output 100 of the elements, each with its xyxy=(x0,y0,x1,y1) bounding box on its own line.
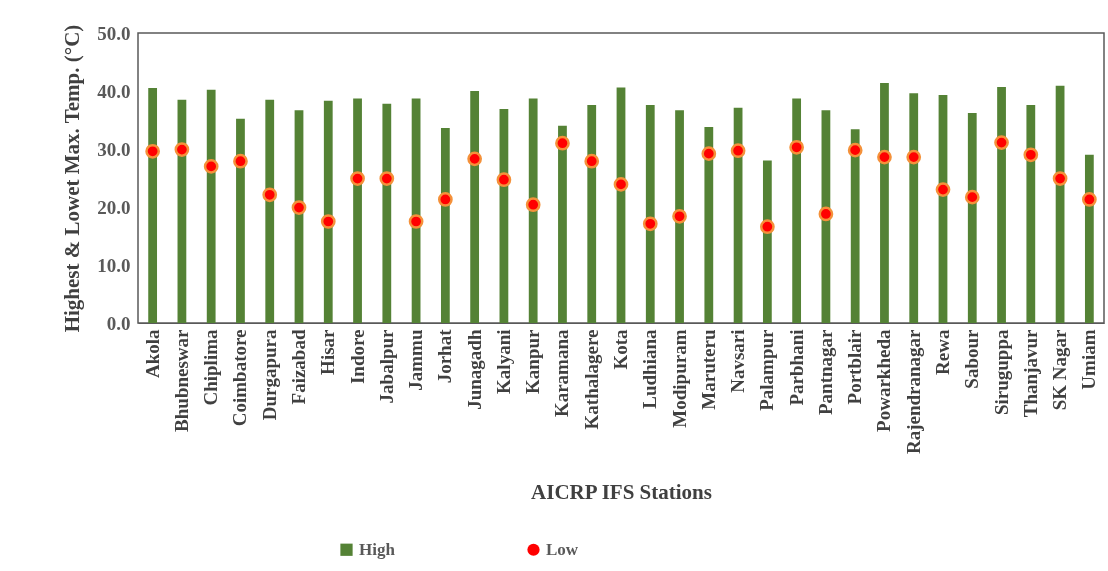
x-tick-label: Faizabad xyxy=(288,329,309,405)
x-tick-label: Powarkheda xyxy=(873,329,895,432)
x-tick-label: SK Nagar xyxy=(1049,328,1071,411)
point xyxy=(877,149,892,165)
x-tick-label: Chiplima xyxy=(200,329,222,406)
bar xyxy=(997,86,1006,323)
point xyxy=(1023,147,1039,163)
point xyxy=(1081,192,1097,207)
point xyxy=(467,151,483,167)
x-tick-label: Palampur xyxy=(756,328,778,411)
x-tick-label: Rajendranagar xyxy=(902,328,924,455)
bar xyxy=(704,126,714,323)
point xyxy=(701,146,717,161)
bar xyxy=(382,103,392,323)
x-tick-label: Umiam xyxy=(1078,329,1100,390)
point xyxy=(789,139,805,155)
x-tick-label: Sabour xyxy=(961,328,983,389)
bar xyxy=(148,88,158,323)
x-tick-label: Jammu xyxy=(405,329,427,391)
y-axis-title: Highest & Lowet Max. Temp. (°C) xyxy=(60,24,85,333)
bar xyxy=(587,104,597,323)
point xyxy=(935,182,951,197)
point xyxy=(730,143,746,159)
x-tick-label: Jorhat xyxy=(434,328,456,384)
point xyxy=(672,208,687,224)
point xyxy=(262,187,278,203)
bar xyxy=(762,160,772,323)
point xyxy=(555,135,570,151)
bar xyxy=(528,98,538,323)
bar xyxy=(880,82,889,323)
point xyxy=(584,153,600,169)
point xyxy=(964,189,980,205)
y-tick-label: 50.0 xyxy=(97,22,131,44)
x-tick-label: Navsari xyxy=(727,329,749,393)
x-tick-label: Siruguppa xyxy=(990,329,1012,416)
bar xyxy=(792,98,802,323)
bar xyxy=(1026,104,1036,323)
point xyxy=(525,197,541,213)
point xyxy=(379,171,395,186)
point xyxy=(350,171,365,186)
bar xyxy=(558,125,567,323)
point xyxy=(145,143,161,159)
bar xyxy=(645,104,655,323)
y-tick-label: 10.0 xyxy=(97,254,131,276)
x-tick-label: Karamana xyxy=(551,329,573,418)
x-tick-label: Thanjavur xyxy=(1019,328,1041,418)
point xyxy=(906,149,922,165)
bar xyxy=(206,89,216,323)
x-tick-label: Portblair xyxy=(844,328,866,405)
x-tick-label: Durgapura xyxy=(258,329,280,421)
point xyxy=(437,192,453,207)
x-tick-label: Jabalpur xyxy=(375,328,397,404)
point xyxy=(642,216,658,232)
x-tick-label: Ludhiana xyxy=(639,329,661,409)
bar xyxy=(675,110,684,323)
x-tick-label: Parbhani xyxy=(785,329,807,406)
x-tick-label: Pantnagar xyxy=(814,328,836,415)
y-tick-label: 30.0 xyxy=(97,138,131,160)
point xyxy=(496,172,512,188)
bar xyxy=(470,91,480,323)
point xyxy=(291,200,307,215)
x-tick-label: Junagadh xyxy=(463,329,485,410)
x-tick-label: Kathalagere xyxy=(580,329,602,430)
point xyxy=(613,177,629,192)
point xyxy=(847,142,863,158)
bar xyxy=(850,129,860,323)
bar xyxy=(440,128,450,323)
bar xyxy=(265,99,275,323)
point xyxy=(203,159,219,174)
y-tick-label: 0.0 xyxy=(106,312,131,334)
point xyxy=(320,214,336,229)
bar xyxy=(967,113,977,323)
x-tick-label: Indore xyxy=(346,329,368,385)
point xyxy=(233,153,248,169)
x-tick-label: Kanpur xyxy=(522,328,544,394)
x-tick-label: Kalyani xyxy=(492,329,514,394)
x-tick-label: Coimbatore xyxy=(229,329,251,427)
legend-label: High xyxy=(359,539,396,559)
bar xyxy=(236,118,245,323)
x-tick-label: Hisar xyxy=(317,328,339,375)
x-tick-label: Modipuram xyxy=(668,329,690,428)
point xyxy=(994,135,1009,150)
x-tick-label: Bhubneswar xyxy=(170,328,192,432)
bar xyxy=(353,98,362,323)
x-tick-label: Maruteru xyxy=(697,329,719,410)
y-tick-label: 40.0 xyxy=(97,80,131,102)
point xyxy=(759,219,775,235)
x-axis-title: AICRP IFS Stations xyxy=(531,480,712,505)
point xyxy=(1052,171,1068,186)
x-tick-label: Rewa xyxy=(932,329,953,375)
bar xyxy=(1084,154,1094,323)
x-tick-label: Akola xyxy=(141,329,163,379)
bar xyxy=(909,93,919,323)
bar xyxy=(323,100,333,323)
point xyxy=(174,142,190,157)
point xyxy=(408,214,424,229)
point xyxy=(818,206,834,222)
x-tick-label: Kota xyxy=(610,329,631,370)
legend-label: Low xyxy=(546,539,579,559)
y-tick-label: 20.0 xyxy=(97,196,131,218)
